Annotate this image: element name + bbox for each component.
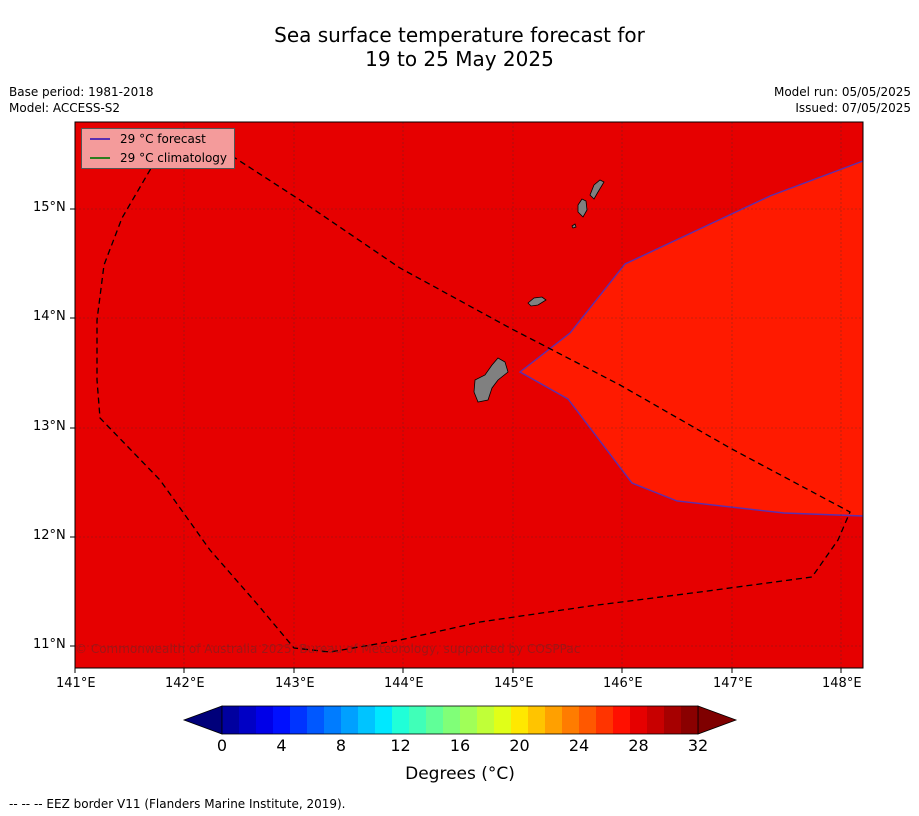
chart-title-line2: 19 to 25 May 2025 (365, 47, 554, 71)
colorbar-label-4: 4 (276, 736, 287, 755)
lon-tick-143: 143°E (275, 676, 315, 691)
colorbar-label-12: 12 (390, 736, 411, 755)
colorbar-cell (613, 706, 631, 734)
graticule (75, 122, 863, 668)
colorbar-cell (494, 706, 512, 734)
colorbar-label-16: 16 (449, 736, 471, 755)
colorbar-label-0: 0 (216, 736, 228, 755)
islands (473, 179, 605, 403)
colorbar-cell (647, 706, 665, 734)
copyright-credit: © Commonwealth of Australia 2025, Bureau… (75, 642, 581, 656)
colorbar-label-28: 28 (628, 736, 649, 755)
colorbar-cell (562, 706, 580, 734)
colorbar-cell (341, 706, 359, 734)
colorbar-cell (290, 706, 308, 734)
colorbar-cell (511, 706, 529, 734)
colorbar-label-8: 8 (335, 736, 347, 755)
legend-row-climatology: 29 °C climatology (90, 151, 227, 165)
lat-tick-11: 11°N (33, 637, 66, 652)
lat-tick-14: 14°N (33, 309, 66, 324)
colorbar-cell (358, 706, 376, 734)
colorbar-cell (273, 706, 291, 734)
colorbar-cell (443, 706, 461, 734)
colorbar-cell (579, 706, 597, 734)
lon-tick-147: 147°E (713, 676, 753, 691)
lon-tick-148: 148°E (822, 676, 862, 691)
colorbar-cell (307, 706, 325, 734)
lon-tick-141: 141°E (56, 676, 96, 691)
forecast-29c-contour (518, 160, 864, 517)
colorbar-over-arrow (697, 705, 738, 735)
colorbar-cell (477, 706, 495, 734)
colorbar-cell (426, 706, 444, 734)
axis-ticks (70, 208, 842, 673)
legend-forecast-swatch (90, 138, 110, 140)
colorbar-cell (630, 706, 648, 734)
legend: 29 °C forecast 29 °C climatology (81, 128, 235, 169)
model-name-text: Model: ACCESS-S2 (9, 101, 121, 115)
colorbar-under-arrow (182, 705, 223, 735)
lon-tick-145: 145°E (494, 676, 534, 691)
colorbar-frame (221, 705, 699, 735)
guam-island (473, 357, 509, 403)
colorbar (182, 705, 738, 735)
colorbar-label-24: 24 (568, 736, 590, 755)
aguijan-island (571, 223, 577, 229)
colorbar-cell (409, 706, 427, 734)
colorbar-cell (239, 706, 257, 734)
colorbar-label-20: 20 (509, 736, 530, 755)
colorbar-cell (460, 706, 478, 734)
colorbar-title: Degrees (°C) (405, 764, 515, 784)
colorbar-cell (256, 706, 274, 734)
lon-tick-144: 144°E (384, 676, 424, 691)
issued-date-text: Issued: 07/05/2025 (795, 101, 911, 115)
eez-footnote: -- -- -- EEZ border V11 (Flanders Marine… (9, 797, 346, 811)
colorbar-cell (324, 706, 342, 734)
colorbar-cells (222, 706, 699, 734)
colorbar-cell (392, 706, 410, 734)
lon-tick-146: 146°E (603, 676, 643, 691)
lon-tick-142: 142°E (165, 676, 205, 691)
sst-region-29-30 (520, 161, 863, 516)
eez-border (96, 144, 851, 653)
colorbar-cell (222, 706, 240, 734)
legend-forecast-label: 29 °C forecast (120, 132, 206, 146)
lat-tick-12: 12°N (33, 528, 66, 543)
legend-climatology-swatch (90, 157, 110, 159)
colorbar-cell (375, 706, 393, 734)
colorbar-cell (545, 706, 563, 734)
model-run-text: Model run: 05/05/2025 (773, 85, 911, 99)
lat-tick-15: 15°N (33, 200, 66, 215)
tinian-island (577, 198, 588, 218)
legend-climatology-label: 29 °C climatology (120, 151, 228, 165)
rota-island (527, 296, 547, 307)
base-period-text: Base period: 1981-2018 (9, 85, 154, 99)
colorbar-cell (664, 706, 682, 734)
colorbar-cell (681, 706, 699, 734)
chart-title-line1: Sea surface temperature forecast for (274, 23, 645, 47)
colorbar-cell (528, 706, 546, 734)
map-frame (74, 121, 864, 669)
colorbar-label-32: 32 (687, 736, 709, 755)
legend-row-forecast: 29 °C forecast (90, 132, 206, 146)
lat-tick-13: 13°N (33, 419, 66, 434)
colorbar-cell (596, 706, 614, 734)
saipan-island (589, 179, 605, 200)
